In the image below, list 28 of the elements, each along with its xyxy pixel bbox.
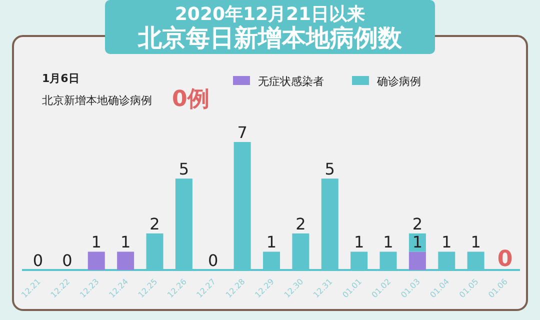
data-label: 2 [150,214,160,234]
data-label: 1 [354,232,364,252]
text: 北京新增本地确诊病例 [42,94,152,107]
data-label: 0 [497,247,513,272]
data-label: 2 [296,214,306,234]
bar [88,252,105,270]
data-label: 1 [412,232,423,252]
data-label: 1 [266,232,277,252]
data-label: 0 [62,251,72,270]
legend-label: 确诊病例 [376,75,421,88]
data-label: 0 [32,251,44,270]
data-label: 0 [208,251,218,270]
total-label: 2 [412,214,423,234]
data-label: 1 [470,232,481,252]
bar [117,252,134,270]
data-label: 5 [324,160,335,179]
chart-title: 2020年12月21日以来 [174,4,366,25]
data-label: 1 [442,232,452,252]
text: 0例 [172,87,210,112]
data-label: 1 [91,232,102,252]
text: 1月6日 [42,72,80,85]
data-label: 1 [120,232,131,252]
legend-label: 无症状感染者 [258,75,324,88]
data-label: 7 [237,123,248,142]
data-label: 5 [178,160,190,179]
chart-subtitle: 北京每日新增本地病例数 [137,24,403,52]
bar [408,252,426,270]
data-label: 1 [383,232,394,252]
